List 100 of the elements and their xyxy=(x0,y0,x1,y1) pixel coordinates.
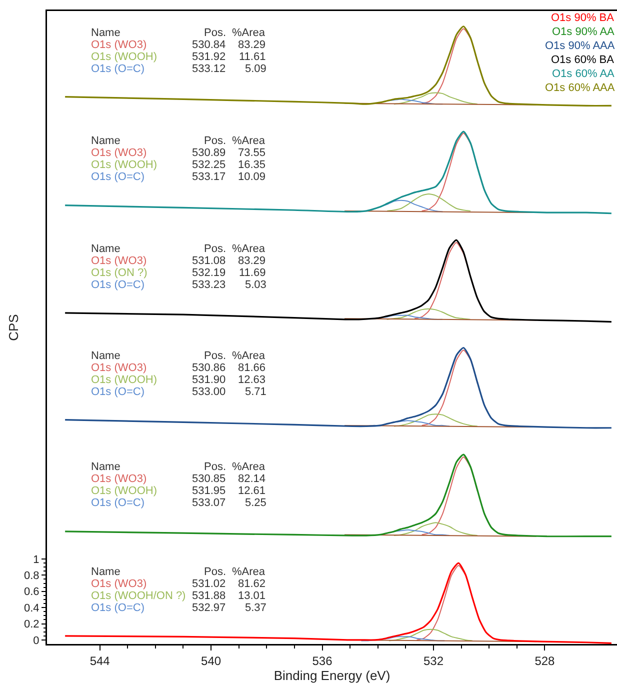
annotation: 533.12 xyxy=(192,63,226,75)
y-tick-label: 0.2 xyxy=(24,618,40,631)
y-tick-label: 0.8 xyxy=(24,570,40,582)
line-series xyxy=(394,92,478,105)
annotation: 12.61 xyxy=(238,485,266,497)
annotation: O1s (WOOH) xyxy=(91,159,157,171)
y-tick-label: 0.6 xyxy=(24,586,40,598)
annotation: 530.86 xyxy=(192,362,226,374)
annotation: Name xyxy=(91,350,120,362)
line-series xyxy=(386,193,471,212)
annotation: Pos. xyxy=(204,135,226,147)
annotation: 533.00 xyxy=(192,386,226,398)
line-series xyxy=(64,26,612,107)
annotation: O1s (WO3) xyxy=(91,473,147,485)
text: O1s 90% AA xyxy=(552,26,616,38)
y-tick-label: 1 xyxy=(33,554,40,566)
annotation: Name xyxy=(91,566,120,578)
x-tick-label: 536 xyxy=(312,654,333,668)
annotation: Name xyxy=(91,461,120,473)
line-series xyxy=(386,308,471,320)
annotation: 531.95 xyxy=(192,485,226,497)
text: O1s 60% AA xyxy=(552,68,616,80)
annotation: Name xyxy=(91,27,120,39)
y-tick-label: 0 xyxy=(33,634,40,647)
annotation: 5.37 xyxy=(245,602,266,614)
line-series xyxy=(64,346,612,429)
annotation: 532.97 xyxy=(192,602,226,614)
line-series xyxy=(64,239,612,323)
annotation: 531.90 xyxy=(192,374,226,386)
annotation: O1s (O=C) xyxy=(91,497,144,509)
annotation: O1s (WO3) xyxy=(91,362,147,374)
annotation: O1s (WO3) xyxy=(91,39,147,51)
annotation: O1s (WO3) xyxy=(91,578,147,590)
annotation: 531.02 xyxy=(192,578,226,590)
annotation: Pos. xyxy=(204,566,226,578)
annotation: O1s (WOOH) xyxy=(91,374,157,386)
annotation: O1s (WOOH) xyxy=(91,485,157,497)
annotation: O1s (WO3) xyxy=(91,147,147,159)
text: O1s 90% BA xyxy=(551,12,615,24)
annotation: 73.55 xyxy=(238,147,266,159)
annotation: %Area xyxy=(232,27,266,39)
annotation: O1s (ON ?) xyxy=(91,267,148,279)
annotation: O1s (O=C) xyxy=(91,602,144,614)
annotation: %Area xyxy=(232,243,266,255)
x-tick-label: 544 xyxy=(90,654,110,668)
annotation: 11.69 xyxy=(239,267,266,279)
annotation: 13.01 xyxy=(238,590,266,602)
annotation: 530.85 xyxy=(192,473,226,485)
x-tick-label: 532 xyxy=(423,654,444,668)
line-series xyxy=(64,562,612,644)
annotation: 16.35 xyxy=(238,159,266,171)
annotation: 532.25 xyxy=(192,159,226,171)
annotation: 12.63 xyxy=(238,374,266,386)
annotation: 532.19 xyxy=(192,267,226,279)
annotation: Name xyxy=(91,243,120,255)
text: O1s 60% BA xyxy=(551,54,615,66)
annotation: 82.14 xyxy=(238,473,266,485)
x-axis-title: Binding Energy (eV) xyxy=(274,668,390,683)
annotation: Name xyxy=(91,135,120,147)
annotation: 533.17 xyxy=(192,171,226,183)
annotation: 533.07 xyxy=(192,497,226,509)
annotation: O1s (O=C) xyxy=(91,279,144,291)
annotation: 531.88 xyxy=(192,590,226,602)
annotation: Pos. xyxy=(204,350,226,362)
annotation: 81.62 xyxy=(238,578,266,590)
annotation: 83.29 xyxy=(238,39,266,51)
line-series xyxy=(64,130,612,214)
y-axis-title: CPS xyxy=(6,314,22,341)
annotation: 531.92 xyxy=(192,51,226,63)
annotation: Pos. xyxy=(204,461,226,473)
annotation: O1s (O=C) xyxy=(91,386,144,398)
annotation: 81.66 xyxy=(238,362,266,374)
annotation: 530.89 xyxy=(192,147,226,159)
annotation: %Area xyxy=(232,135,266,147)
y-tick-label: 0.4 xyxy=(24,602,40,614)
text: O1s 90% AAA xyxy=(545,40,616,52)
annotation: Pos. xyxy=(204,27,226,39)
annotation: %Area xyxy=(232,461,266,473)
annotation: O1s (WOOH) xyxy=(91,51,157,63)
annotation: 533.23 xyxy=(192,279,226,291)
line-series xyxy=(64,454,612,538)
annotation: 5.09 xyxy=(245,63,266,75)
annotation: 5.03 xyxy=(245,279,266,291)
annotation: O1s (O=C) xyxy=(91,171,144,183)
annotation: O1s (O=C) xyxy=(91,63,144,75)
annotation: 531.08 xyxy=(192,255,226,267)
annotation: 10.09 xyxy=(238,171,266,183)
annotation: 5.25 xyxy=(245,497,266,509)
annotation: O1s (WO3) xyxy=(91,255,147,267)
x-tick-label: 528 xyxy=(534,654,556,668)
x-tick-label: 540 xyxy=(201,654,222,668)
annotation: %Area xyxy=(232,566,266,578)
annotation: 530.84 xyxy=(192,39,226,51)
annotation: 83.29 xyxy=(238,255,266,267)
series-label: O1s 60% AAA xyxy=(545,82,616,94)
annotation: 5.71 xyxy=(245,386,266,398)
annotation: O1s (WOOH/ON ?) xyxy=(91,590,186,602)
line-series xyxy=(394,522,478,536)
annotation: %Area xyxy=(232,350,266,362)
annotation: 11.61 xyxy=(239,51,266,63)
